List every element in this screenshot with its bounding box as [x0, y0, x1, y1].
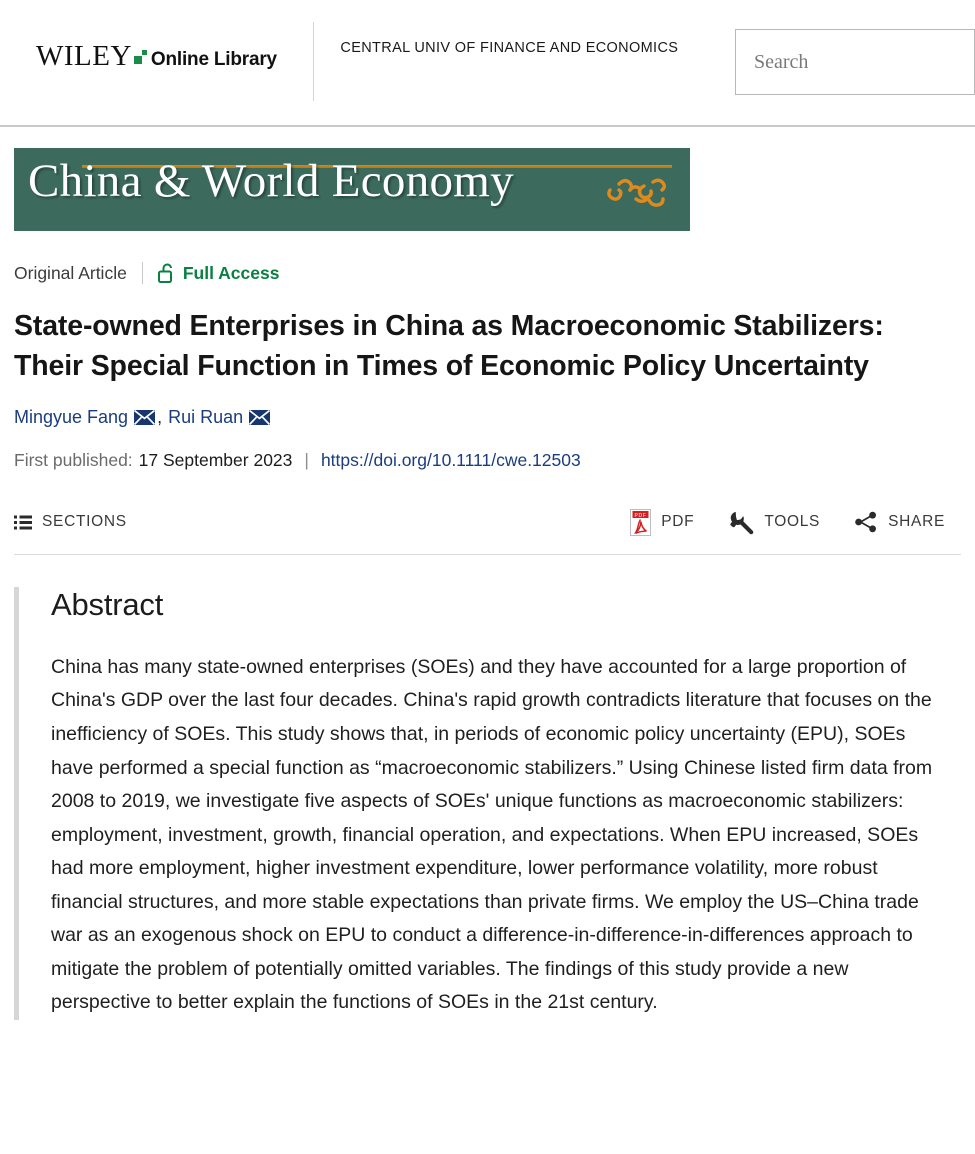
envelope-icon[interactable] [249, 409, 271, 425]
abstract-heading: Abstract [51, 586, 164, 622]
article-title: State-owned Enterprises in China as Macr… [14, 310, 884, 383]
tools-button[interactable]: TOOLS [728, 509, 820, 535]
institution-name: CENTRAL UNIV OF FINANCE AND ECONOMICS [340, 40, 679, 56]
full-access-badge: Full Access [157, 262, 280, 284]
pubinfo-separator: | [304, 449, 309, 470]
wiley-wordmark: WILEY [36, 40, 132, 72]
sections-button[interactable]: SECTIONS [14, 513, 127, 531]
site-header: WILEY Online Library CENTRAL UNIV OF FIN… [0, 0, 975, 127]
author-separator: , [157, 406, 163, 427]
journal-banner[interactable]: China & World Economy [14, 148, 690, 231]
wrench-icon [730, 512, 754, 535]
svg-text:PDF: PDF [635, 513, 647, 519]
authors-list: Mingyue Fang , Rui Ruan [14, 407, 961, 428]
article-toolbar: SECTIONS PDF PDF TOOLS [14, 508, 961, 555]
article-type: Original Article [14, 262, 127, 283]
pdf-icon: PDF [630, 508, 652, 536]
sections-label: SECTIONS [42, 513, 127, 531]
article-meta-row: Original Article Full Access [14, 262, 961, 284]
pdf-label: PDF [661, 513, 695, 531]
list-icon [14, 515, 32, 530]
publication-info: First published: 17 September 2023 | htt… [14, 450, 961, 471]
envelope-icon[interactable] [134, 409, 156, 425]
toolbar-actions: PDF PDF TOOLS [630, 508, 961, 536]
tools-label: TOOLS [764, 513, 821, 531]
pdf-button[interactable]: PDF PDF [630, 508, 695, 536]
open-lock-icon [157, 263, 172, 283]
wiley-online-library-logo[interactable]: WILEY Online Library [0, 0, 313, 73]
share-icon [855, 512, 877, 533]
author-link[interactable]: Mingyue Fang [14, 406, 129, 427]
doi-link[interactable]: https://doi.org/10.1111/cwe.12503 [320, 449, 581, 470]
first-published-date: 17 September 2023 [138, 449, 293, 470]
journal-title: China & World Economy [28, 155, 514, 207]
share-button[interactable]: SHARE [854, 511, 945, 533]
first-published-label: First published: [14, 449, 133, 470]
article-content: China & World Economy Original Article F… [0, 148, 975, 1020]
abstract-section: Abstract China has many state-owned ente… [14, 586, 961, 1020]
search-input[interactable] [735, 29, 975, 95]
abstract-text: China has many state-owned enterprises (… [51, 655, 933, 1014]
online-library-wordmark: Online Library [150, 49, 277, 70]
meta-separator [141, 262, 143, 284]
share-label: SHARE [888, 513, 945, 531]
author-link[interactable]: Rui Ruan [168, 406, 244, 427]
ruyi-cloud-icon [607, 178, 666, 207]
banner-rule [82, 165, 672, 168]
header-divider [313, 22, 315, 101]
full-access-label: Full Access [182, 262, 280, 283]
wiley-green-squares-icon [133, 50, 148, 64]
search-container [735, 0, 975, 95]
